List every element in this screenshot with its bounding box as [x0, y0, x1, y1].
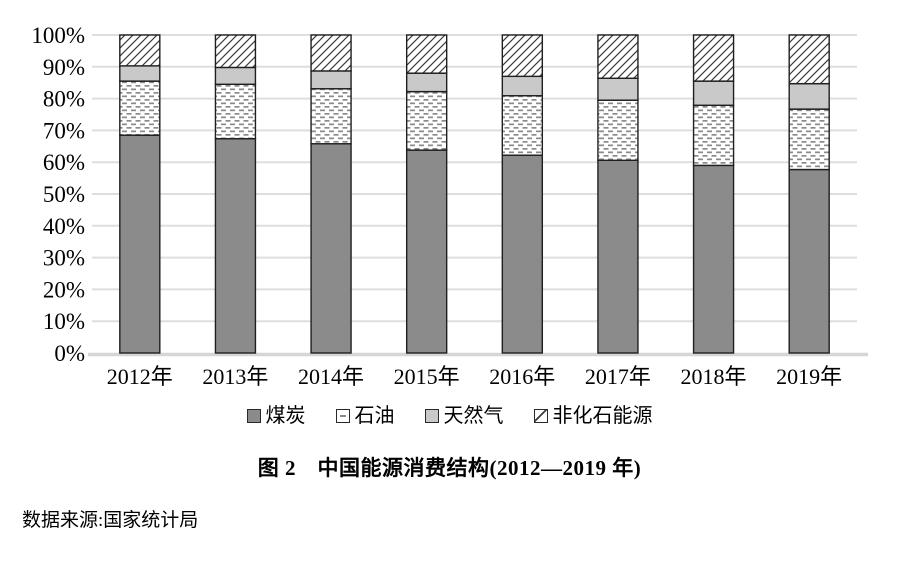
bar-2012年	[119, 34, 161, 354]
x-tick-label: 2015年	[394, 364, 460, 389]
bar-segment-coal	[692, 164, 735, 354]
legend-item-non-fossil: 非化石能源	[533, 405, 653, 427]
y-tick-label: 30%	[43, 246, 85, 271]
x-tick-label: 2019年	[776, 364, 842, 389]
bars	[119, 34, 830, 354]
bar-segment-oil	[788, 108, 830, 171]
bar-segment-natural-gas	[310, 70, 352, 90]
legend-label-oil: 石油	[354, 405, 395, 427]
y-tick-label: 40%	[43, 214, 85, 239]
bar-segment-coal	[214, 137, 257, 354]
bar-2018年	[692, 34, 735, 354]
bar-2013年	[214, 34, 257, 354]
bar-segment-coal	[310, 143, 352, 354]
non-fossil-swatch-icon	[533, 409, 548, 423]
y-tick-label: 20%	[43, 277, 85, 302]
bar-segment-coal	[788, 168, 830, 354]
bar-segment-non-fossil	[788, 34, 830, 85]
bar-segment-natural-gas	[597, 77, 639, 101]
bar-segment-natural-gas	[214, 66, 257, 85]
y-axis-tick-labels: 0% 10% 20% 30% 40% 50% 60% 70% 80% 90% 100%	[31, 23, 85, 366]
coal-swatch-icon	[246, 409, 261, 423]
x-tick-label: 2014年	[298, 364, 364, 389]
bar-segment-non-fossil	[214, 34, 257, 69]
bar-2014年	[310, 34, 352, 354]
bar-2017年	[597, 34, 639, 354]
x-tick-label: 2017年	[585, 364, 651, 389]
y-tick-label: 80%	[43, 87, 85, 112]
bar-segment-coal	[119, 134, 161, 354]
bar-segment-oil	[214, 83, 257, 140]
bar-segment-natural-gas	[119, 65, 161, 82]
legend: 煤炭 石油 天然气 非化石能源	[0, 406, 899, 426]
energy-consumption-stacked-bar-chart: 0%10%20%30%40%50%60%70%80%90%100% 2012年 2…	[31, 23, 868, 389]
legend-label-natural-gas: 天然气	[443, 405, 504, 427]
bar-segment-coal	[501, 154, 544, 354]
bar-segment-oil	[597, 99, 639, 161]
bar-segment-non-fossil	[501, 34, 544, 78]
y-tick-label: 100%	[31, 23, 85, 48]
x-tick-label: 2013年	[202, 364, 268, 389]
legend-label-non-fossil: 非化石能源	[552, 405, 653, 427]
legend-label-coal: 煤炭	[265, 405, 306, 427]
data-source-note: 数据来源:国家统计局	[22, 510, 199, 531]
bar-segment-coal	[597, 159, 639, 354]
bar-segment-oil	[501, 95, 544, 156]
x-tick-label: 2012年	[107, 364, 173, 389]
y-tick-label: 70%	[43, 118, 85, 143]
legend-item-oil: 石油	[335, 405, 395, 427]
bar-segment-non-fossil	[405, 34, 448, 74]
x-axis-tick-labels: 2012年 2013年 2014年 2015年 2016年 2017年 2018年 2019年	[107, 364, 842, 389]
bar-segment-non-fossil	[119, 34, 161, 67]
bar-segment-non-fossil	[597, 34, 639, 79]
legend-item-natural-gas: 天然气	[424, 405, 504, 427]
bar-segment-oil	[310, 88, 352, 145]
bar-2015年	[405, 34, 448, 354]
bar-2019年	[788, 34, 830, 354]
legend-item-coal: 煤炭	[246, 405, 306, 427]
natural-gas-swatch-icon	[424, 409, 439, 423]
bar-segment-natural-gas	[405, 72, 448, 93]
x-tick-label: 2018年	[681, 364, 747, 389]
bar-segment-natural-gas	[501, 75, 544, 97]
y-tick-label: 0%	[54, 341, 85, 366]
bar-segment-oil	[692, 104, 735, 167]
y-tick-label: 10%	[43, 309, 85, 334]
gridlines	[88, 34, 868, 357]
x-tick-label: 2016年	[489, 364, 555, 389]
figure-title: 图 2 中国能源消费结构(2012—2019 年)	[257, 456, 642, 480]
bar-segment-oil	[405, 90, 448, 151]
bar-segment-natural-gas	[788, 82, 830, 110]
bar-2016年	[501, 34, 544, 354]
bar-segment-non-fossil	[310, 34, 352, 72]
y-tick-label: 90%	[43, 55, 85, 80]
bar-segment-natural-gas	[692, 80, 735, 106]
bar-segment-non-fossil	[692, 34, 735, 82]
y-tick-label: 50%	[43, 182, 85, 207]
y-tick-label: 60%	[43, 150, 85, 175]
oil-swatch-icon	[335, 409, 350, 423]
bar-segment-coal	[405, 149, 448, 354]
bar-segment-oil	[119, 80, 161, 136]
